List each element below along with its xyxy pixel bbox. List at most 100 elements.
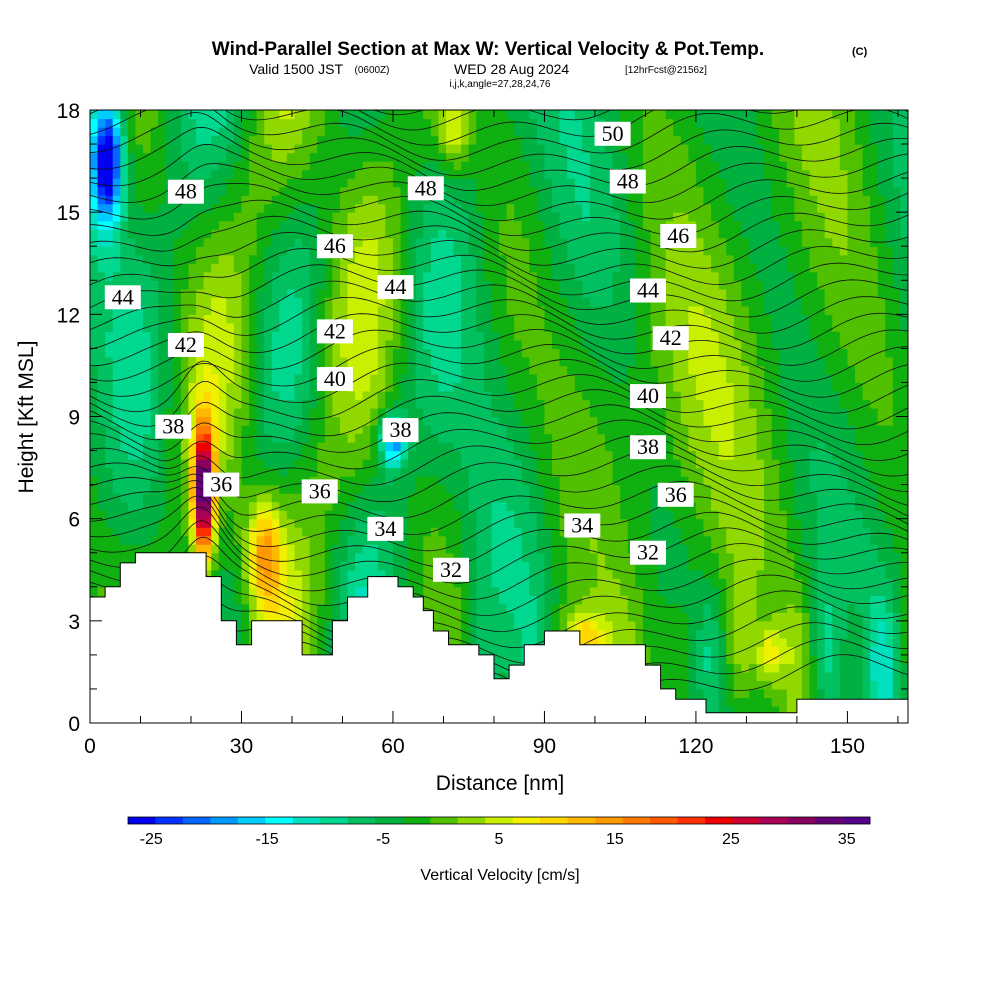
w-cell: [165, 459, 174, 469]
w-cell: [771, 459, 780, 469]
w-cell: [574, 493, 583, 503]
w-cell: [794, 476, 803, 486]
w-cell: [764, 493, 773, 503]
w-cell: [794, 510, 803, 520]
w-cell: [786, 620, 795, 630]
w-cell: [832, 450, 841, 460]
w-cell: [748, 510, 758, 520]
w-cell: [461, 433, 470, 443]
w-cell: [483, 510, 493, 520]
w-cell: [756, 484, 765, 494]
w-cell: [135, 476, 144, 486]
w-cell: [885, 603, 894, 613]
w-cell: [324, 416, 333, 426]
w-cell: [612, 544, 621, 554]
w-cell: [673, 612, 682, 622]
w-cell: [711, 595, 720, 605]
w-cell: [620, 637, 629, 647]
w-cell: [673, 603, 682, 613]
w-cell: [597, 442, 606, 452]
w-cell: [506, 518, 515, 528]
w-cell: [574, 501, 583, 511]
w-cell: [400, 339, 409, 349]
w-cell: [756, 407, 765, 418]
w-cell: [120, 467, 129, 477]
w-cell: [506, 535, 515, 545]
w-cell: [188, 425, 197, 435]
w-cell: [112, 569, 121, 579]
w-cell: [105, 527, 114, 537]
w-cell: [317, 612, 326, 622]
w-cell: [112, 450, 121, 460]
w-cell: [877, 476, 886, 486]
w-cell: [779, 339, 788, 349]
w-cell: [695, 510, 705, 520]
w-cell: [612, 399, 621, 409]
w-cell: [211, 339, 220, 349]
w-cell: [786, 476, 795, 486]
w-cell: [605, 501, 614, 511]
w-cell: [695, 416, 705, 426]
w-cell: [377, 416, 386, 426]
w-cell: [339, 459, 349, 469]
w-cell: [809, 510, 818, 520]
w-cell: [726, 501, 735, 511]
w-cell: [756, 671, 765, 682]
w-cell: [90, 535, 99, 545]
w-cell: [658, 425, 667, 435]
w-cell: [733, 552, 742, 562]
w-cell: [355, 544, 364, 554]
w-cell: [271, 552, 280, 562]
w-cell: [120, 484, 129, 494]
w-cell: [423, 356, 432, 367]
w-cell: [150, 484, 159, 494]
w-cell: [892, 459, 902, 469]
w-cell: [445, 425, 455, 435]
w-cell: [423, 390, 432, 401]
w-cell: [430, 476, 439, 486]
w-cell: [408, 552, 417, 562]
w-cell: [483, 373, 493, 384]
w-cell: [90, 348, 99, 358]
w-cell: [779, 425, 788, 435]
w-cell: [491, 459, 500, 469]
w-cell: [642, 535, 652, 545]
w-cell: [211, 322, 220, 332]
w-cell: [370, 561, 379, 571]
w-cell: [218, 450, 227, 460]
w-cell: [642, 654, 652, 664]
w-cell: [400, 535, 409, 545]
w-cell: [105, 467, 114, 477]
w-cell: [711, 561, 720, 571]
w-cell: [847, 450, 856, 460]
w-cell: [695, 339, 705, 349]
w-cell: [877, 518, 886, 528]
w-cell: [764, 586, 773, 596]
w-cell: [249, 612, 258, 622]
w-cell: [112, 433, 121, 443]
w-cell: [430, 407, 439, 418]
w-cell: [870, 654, 879, 664]
w-cell: [521, 603, 530, 613]
w-cell: [574, 535, 583, 545]
w-cell: [779, 518, 788, 528]
w-cell: [158, 331, 167, 341]
w-cell: [529, 561, 538, 571]
w-cell: [127, 459, 137, 469]
w-cell: [847, 646, 856, 656]
w-cell: [536, 356, 546, 367]
w-cell: [150, 544, 159, 554]
w-cell: [862, 373, 871, 384]
w-cell: [824, 595, 833, 605]
w-cell: [97, 459, 106, 469]
w-cell: [544, 459, 553, 469]
w-cell: [377, 484, 386, 494]
w-cell: [597, 467, 606, 477]
w-cell: [180, 493, 190, 503]
w-cell: [483, 450, 493, 460]
w-cell: [377, 425, 386, 435]
w-cell: [870, 416, 879, 426]
w-cell: [574, 425, 583, 435]
w-cell: [529, 629, 538, 639]
w-cell: [90, 552, 99, 562]
